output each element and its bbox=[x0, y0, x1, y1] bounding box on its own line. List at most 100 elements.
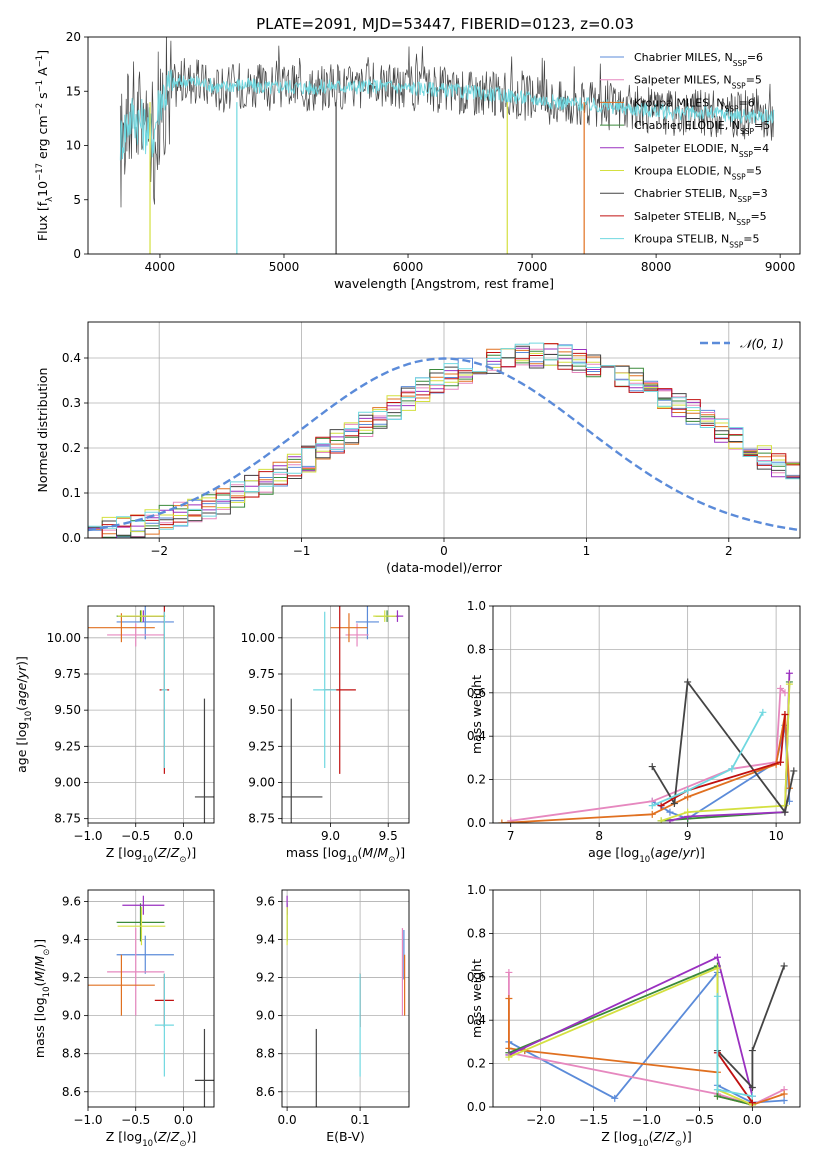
histogram-step bbox=[88, 344, 800, 538]
y-tick-label: 9.25 bbox=[248, 739, 275, 753]
y-tick-label: 0.0 bbox=[467, 1100, 486, 1114]
x-tick-label: 8000 bbox=[641, 260, 672, 274]
x-tick-label: 1 bbox=[583, 544, 591, 558]
y-tick-label: 0.2 bbox=[467, 1057, 486, 1071]
weight-marker bbox=[505, 968, 513, 976]
weight-marker bbox=[780, 1090, 788, 1098]
x-tick-label: 9.5 bbox=[379, 829, 398, 843]
weight-marker bbox=[713, 964, 721, 972]
weight-marker bbox=[648, 763, 656, 771]
weight-marker bbox=[713, 1092, 721, 1100]
y-tick-label: 5 bbox=[73, 193, 81, 207]
weight-marker bbox=[781, 689, 789, 697]
legend-entry: Chabrier ELODIE, NSSP=5 bbox=[634, 119, 770, 136]
y-tick-label: 0.0 bbox=[467, 816, 486, 830]
x-tick-label: 9 bbox=[684, 829, 692, 843]
weight-marker bbox=[507, 817, 515, 823]
axes-residuals: −2 −1 0 1 2 0.0 0.1 0.2 0.3 0.4 (data-model)/error… bbox=[35, 321, 801, 575]
legend-entry: Salpeter STELIB, NSSP=5 bbox=[634, 210, 767, 227]
x-axis-label: Z [log10(Z/Z⊙)] bbox=[106, 1129, 196, 1149]
weight-marker bbox=[777, 758, 785, 766]
y-tick-label: 9.2 bbox=[256, 971, 275, 985]
plot-area-residuals bbox=[88, 322, 800, 538]
weight-line bbox=[660, 684, 791, 822]
axes-weight-vs-z: −2.0 −1.5 −1.0 −0.5 0.0 0.0 0.2 0.4 0.6 0.8 1.0 mas… bbox=[467, 883, 801, 1149]
weight-marker bbox=[748, 1047, 756, 1055]
x-tick-label: −0.5 bbox=[121, 1113, 150, 1127]
weight-line bbox=[716, 965, 785, 1090]
x-tick-label: −1.5 bbox=[579, 1113, 608, 1127]
y-tick-label: 9.0 bbox=[256, 1009, 275, 1023]
x-tick-label: 0 bbox=[440, 544, 448, 558]
histogram-step bbox=[88, 343, 800, 538]
legend-entry: Salpeter ELODIE, NSSP=4 bbox=[634, 142, 769, 159]
axes-mass-vs-ebv: 0.0 0.1 8.6 8.8 9.0 9.2 9.4 9.6 E(B-V) bbox=[256, 889, 410, 1144]
x-axis-label: E(B-V) bbox=[326, 1129, 365, 1144]
weight-marker bbox=[666, 808, 674, 816]
weight-marker bbox=[648, 802, 656, 810]
y-tick-label: 9.0 bbox=[62, 1009, 81, 1023]
axes-frame bbox=[281, 605, 410, 824]
x-tick-label: 6000 bbox=[393, 260, 424, 274]
x-tick-label: −1.0 bbox=[73, 1113, 102, 1127]
y-tick-label: 9.6 bbox=[62, 894, 81, 908]
weight-marker bbox=[748, 1092, 756, 1100]
y-tick-label: 8.6 bbox=[62, 1085, 81, 1099]
legend-entry: Salpeter MILES, NSSP=5 bbox=[634, 74, 762, 91]
axes-weight-vs-age: 7 8 9 10 0.0 0.2 0.4 0.6 0.8 1.0 mass weight age [l… bbox=[467, 599, 801, 865]
axes-age-vs-mass: 9.0 9.5 8.75 9.00 9.25 9.50 9.75 10.00 mass [log… bbox=[241, 605, 410, 865]
normal-curve bbox=[88, 357, 800, 532]
x-tick-label: 10 bbox=[768, 829, 783, 843]
weight-marker bbox=[505, 1053, 513, 1061]
y-tick-label: 0 bbox=[73, 247, 81, 261]
y-tick-label: 9.4 bbox=[256, 932, 275, 946]
histogram-step bbox=[88, 342, 800, 530]
y-tick-label: 9.4 bbox=[62, 932, 81, 946]
y-tick-label: 0.3 bbox=[62, 396, 81, 410]
weight-marker bbox=[505, 995, 513, 1002]
weight-marker bbox=[648, 810, 656, 818]
y-axis-label: Flux [fλ10−17 erg cm−2 s−1 A−1] bbox=[35, 50, 55, 241]
y-tick-label: 0.8 bbox=[467, 642, 486, 656]
y-tick-label: 0.2 bbox=[467, 773, 486, 787]
weight-line bbox=[508, 956, 754, 1097]
plot-area-age-vs-mass bbox=[282, 606, 409, 823]
y-tick-label: 9.25 bbox=[54, 739, 81, 753]
weight-marker bbox=[728, 765, 736, 773]
histogram-step bbox=[88, 347, 800, 538]
x-tick-label: −2 bbox=[150, 544, 168, 558]
y-tick-label: 0.6 bbox=[467, 686, 486, 700]
legend-entry: Kroupa ELODIE, NSSP=5 bbox=[634, 165, 762, 182]
x-tick-label: −2.0 bbox=[526, 1113, 555, 1127]
histogram-step bbox=[88, 343, 800, 535]
axes-frame bbox=[87, 889, 215, 1108]
histogram-step bbox=[88, 345, 800, 538]
x-tick-label: −0.5 bbox=[121, 829, 150, 843]
x-axis-label: age [log10(age/yr)] bbox=[588, 845, 705, 865]
y-tick-label: 0.6 bbox=[467, 970, 486, 984]
weight-line bbox=[660, 714, 786, 807]
y-tick-label: 9.6 bbox=[256, 894, 275, 908]
weight-line bbox=[508, 966, 753, 1106]
axes-age-vs-z: −1.0 −0.5 0.0 8.75 9.00 9.25 9.50 9.75 10.00 Z [l… bbox=[14, 605, 215, 865]
weight-marker bbox=[748, 1099, 756, 1107]
y-tick-label: 20 bbox=[66, 30, 81, 44]
y-tick-label: 9.00 bbox=[248, 775, 275, 789]
weight-marker bbox=[777, 684, 785, 692]
weight-marker bbox=[684, 793, 692, 801]
y-axis-label: age [log10(age/yr)] bbox=[14, 656, 34, 773]
weight-marker bbox=[657, 817, 665, 823]
x-tick-label: −1.0 bbox=[73, 829, 102, 843]
y-axis-label: mass [log10(M/M⊙)] bbox=[32, 939, 52, 1058]
x-tick-label: 0.0 bbox=[174, 829, 193, 843]
weight-marker bbox=[657, 802, 665, 810]
plot-area-weight-vs-age bbox=[493, 606, 800, 823]
legend-entry: 𝒩(0, 1) bbox=[740, 337, 784, 351]
y-tick-label: 8.75 bbox=[248, 812, 275, 826]
y-tick-label: 9.75 bbox=[248, 667, 275, 681]
y-tick-label: 9.50 bbox=[54, 703, 81, 717]
y-tick-label: 9.50 bbox=[248, 703, 275, 717]
x-tick-label: 9000 bbox=[765, 260, 796, 274]
x-tick-label: −0.5 bbox=[685, 1113, 714, 1127]
